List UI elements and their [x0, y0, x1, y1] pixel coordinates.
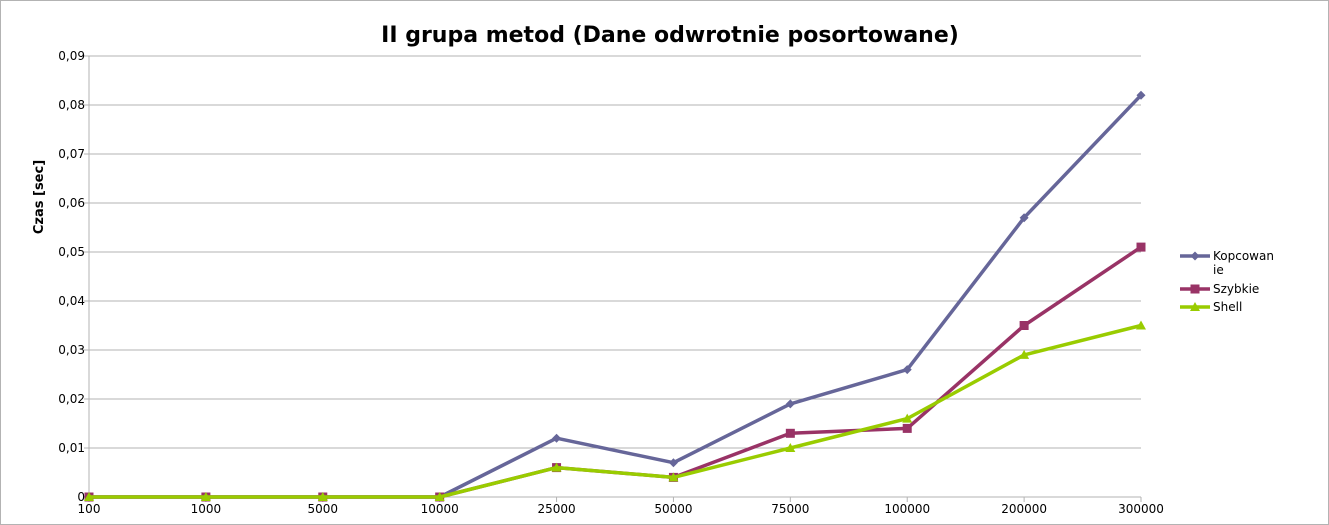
x-tick-label: 300000 [1118, 502, 1164, 516]
series-szybkie [84, 242, 1146, 502]
data-point [785, 443, 796, 452]
y-tick-labels: 0 0,01 0,02 0,03 0,04 0,05 0,06 0,07 0,08 0,09 [58, 49, 85, 504]
data-point [902, 413, 913, 423]
data-point [785, 399, 795, 409]
x-tick-labels: 100 1000 5000 10000 25000 50000 75000 100000 200… [78, 502, 1164, 516]
data-point [1136, 242, 1146, 252]
y-tick-label: 0,01 [58, 441, 85, 455]
data-point [551, 462, 562, 472]
legend-label: ie [1213, 263, 1224, 277]
data-point [1019, 321, 1029, 330]
data-point [1190, 284, 1200, 294]
legend-label: Szybkie [1213, 282, 1259, 296]
data-point [668, 458, 678, 468]
series-line [89, 323, 1142, 499]
y-tick-label: 0,06 [58, 196, 85, 210]
data-point [1190, 251, 1200, 261]
data-point [1190, 302, 1200, 311]
y-tick-label: 0,08 [58, 98, 85, 112]
legend-item: Szybkie [1180, 282, 1259, 296]
x-tick-label: 100000 [884, 502, 930, 516]
data-point [785, 428, 795, 438]
data-point [1136, 90, 1146, 100]
x-tick-label: 10000 [421, 502, 459, 516]
y-tick-label: 0 [77, 490, 85, 504]
data-point [434, 492, 445, 501]
y-tick-label: 0,09 [58, 49, 85, 63]
data-point [902, 423, 912, 433]
y-tick-label: 0,05 [58, 245, 85, 259]
chart-title: II grupa metod (Dane odwrotnie posortowa… [381, 23, 959, 48]
data-point [902, 365, 912, 375]
series-kopcowanie [84, 90, 1146, 502]
y-tick-label: 0,04 [58, 294, 85, 308]
series-line [89, 245, 1142, 499]
series-layer [84, 90, 1146, 502]
y-axis-label: Czas [sec] [32, 160, 47, 234]
y-tick-label: 0,03 [58, 343, 85, 357]
data-point [668, 472, 679, 482]
legend-label: Shell [1213, 300, 1242, 314]
data-point [1136, 320, 1146, 330]
x-tick-label: 25000 [537, 502, 575, 516]
x-tick-label: 1000 [191, 502, 222, 516]
axes [84, 55, 1142, 502]
data-point [552, 433, 562, 443]
x-tick-label: 75000 [771, 502, 809, 516]
data-point [1019, 349, 1030, 359]
x-tick-label: 200000 [1001, 502, 1047, 516]
legend-item: Shell [1180, 300, 1242, 314]
data-point [200, 492, 211, 501]
data-point [317, 492, 328, 501]
series-shell [84, 320, 1146, 501]
data-point [84, 492, 94, 501]
x-tick-label: 5000 [308, 502, 339, 516]
x-tick-label: 50000 [654, 502, 692, 516]
y-tick-label: 0,02 [58, 392, 85, 406]
series-line [89, 93, 1143, 499]
x-tick-label: 100 [78, 502, 101, 516]
data-point [1019, 213, 1029, 223]
y-tick-label: 0,07 [58, 147, 85, 161]
gridlines [89, 55, 1141, 449]
legend-label: Kopcowan [1213, 249, 1274, 263]
